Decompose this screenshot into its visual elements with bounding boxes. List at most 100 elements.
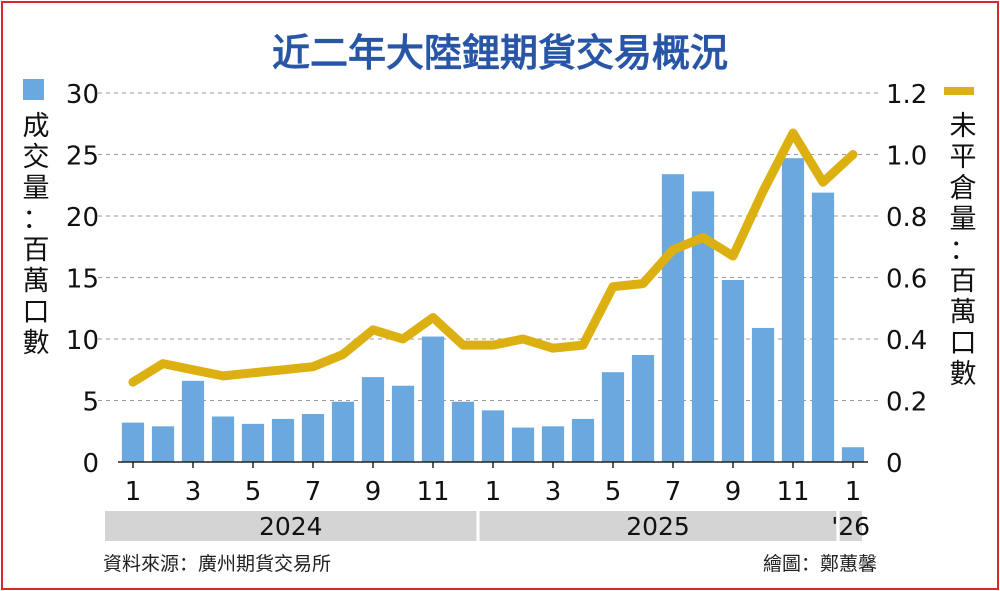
open-interest-point: [552, 347, 554, 350]
right-axis-label-char: 數: [950, 359, 977, 390]
open-interest-point: [822, 181, 824, 184]
left-tick-label: 30: [66, 80, 99, 110]
volume-bar: [661, 174, 685, 462]
x-tick-label: 7: [305, 477, 322, 507]
volume-bar: [361, 377, 385, 462]
open-interest-point: [672, 248, 674, 251]
open-interest-line-layer: [128, 128, 858, 387]
volume-bar: [481, 410, 505, 462]
volume-bar: [511, 427, 535, 462]
chart-title: 近二年大陸鋰期貨交易概況: [272, 31, 728, 75]
year-band-segment: [839, 511, 862, 541]
x-tick-label: 7: [665, 477, 682, 507]
right-tick-label: 1.2: [886, 80, 927, 110]
open-interest-point: [162, 362, 164, 365]
open-interest-point: [492, 344, 494, 347]
volume-bar: [151, 426, 175, 462]
open-interest-point: [702, 236, 704, 239]
left-axis-label-char: 萬: [23, 266, 50, 297]
volume-bar: [421, 336, 445, 462]
right-tick-label: 0.4: [886, 326, 927, 356]
x-tick-label: 1: [845, 477, 862, 507]
right-tick-label: 0.8: [886, 203, 927, 233]
left-axis-label-char: 成: [23, 111, 50, 142]
right-tick-label: 0: [886, 449, 903, 479]
x-tick-label: 5: [605, 477, 622, 507]
right-axis-ticks: 0 0.2 0.4 0.6 0.8 1.0 1.2: [886, 80, 927, 479]
x-tick-label: 11: [416, 477, 449, 507]
open-interest-point: [252, 371, 254, 374]
right-axis-label-char: 量: [950, 204, 977, 235]
volume-bar: [721, 279, 745, 462]
year-label: 2024: [259, 512, 323, 541]
left-tick-label: 25: [66, 142, 99, 172]
x-tick-label: 3: [185, 477, 202, 507]
open-interest-point: [762, 190, 764, 193]
year-band-segment: [479, 511, 837, 541]
open-interest-point: [852, 153, 854, 156]
year-band: 2024 2025 '26: [105, 511, 870, 541]
open-interest-point: [792, 131, 794, 134]
volume-bar: [301, 414, 325, 462]
year-label: 2025: [626, 512, 690, 541]
x-tick-label: 1: [485, 477, 502, 507]
left-tick-label: 0: [82, 449, 99, 479]
right-axis-label-char: ：: [950, 235, 977, 266]
x-axis: 1 3 5 7 9 11 1 3 5 7 9 11 1: [118, 461, 868, 507]
left-tick-label: 10: [66, 326, 99, 356]
open-interest-point: [312, 365, 314, 368]
left-axis-label-char: 口: [23, 297, 50, 328]
volume-bar: [601, 372, 625, 462]
x-tick-label: 5: [245, 477, 262, 507]
open-interest-point: [612, 285, 614, 288]
volume-bar: [211, 416, 235, 462]
open-interest-point: [192, 368, 194, 371]
volume-bar: [541, 426, 565, 462]
right-axis-label-char: 平: [950, 142, 977, 173]
open-interest-point: [432, 316, 434, 319]
volume-bar: [781, 158, 805, 462]
volume-bar: [571, 418, 595, 462]
x-tick-label: 9: [725, 477, 742, 507]
year-label: '26: [831, 512, 870, 541]
x-tick-label: 3: [545, 477, 562, 507]
left-axis-label-char: ：: [23, 204, 50, 235]
right-tick-label: 0.2: [886, 388, 927, 418]
open-interest-point: [462, 344, 464, 347]
volume-bar: [331, 401, 355, 462]
right-axis-label-char: 倉: [950, 173, 977, 204]
credit-note: 繪圖：鄭蕙馨: [763, 553, 877, 575]
left-tick-label: 5: [82, 388, 99, 418]
left-axis-label-char: 百: [23, 235, 50, 266]
open-interest-point: [342, 353, 344, 356]
volume-bar: [121, 422, 145, 462]
x-tick-label: 1: [125, 477, 142, 507]
open-interest-point: [522, 338, 524, 340]
right-axis-label-char: 萬: [950, 297, 977, 328]
year-band-segment: [105, 511, 477, 541]
left-axis-label-char: 量: [23, 173, 50, 204]
volume-bar: [271, 418, 295, 462]
left-axis-label-char: 數: [23, 328, 50, 359]
volume-bars: [121, 158, 865, 462]
open-interest-point: [222, 374, 224, 377]
open-interest-point: [282, 368, 284, 371]
open-interest-point: [582, 344, 584, 347]
right-axis-label-char: 百: [950, 266, 977, 297]
volume-bar: [631, 354, 655, 462]
volume-bar: [691, 191, 715, 462]
volume-bar: [241, 423, 265, 462]
x-tick-label: 9: [365, 477, 382, 507]
volume-bar: [811, 192, 835, 462]
open-interest-point: [642, 282, 644, 285]
right-tick-label: 0.6: [886, 265, 927, 295]
volume-bar: [841, 447, 865, 462]
right-axis-label-char: 口: [950, 328, 977, 359]
open-interest-point: [402, 338, 404, 340]
open-interest-point: [372, 328, 374, 331]
volume-bar: [751, 327, 775, 462]
bar-legend-swatch: [23, 79, 44, 100]
left-axis-label-char: 交: [23, 142, 50, 173]
left-tick-label: 20: [66, 203, 99, 233]
